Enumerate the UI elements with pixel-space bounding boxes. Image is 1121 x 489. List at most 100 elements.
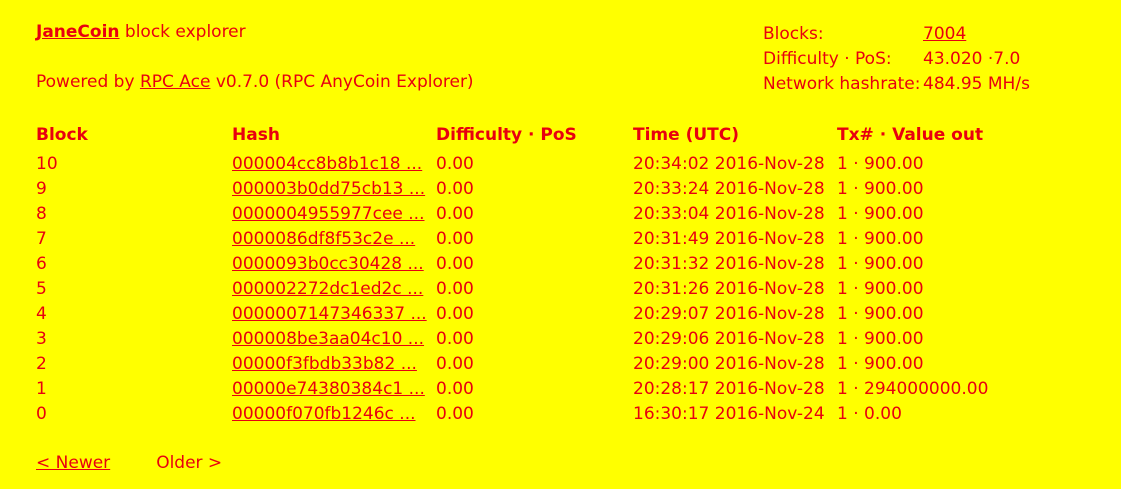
- block-time-cell: 20:31:32 2016-Nov-28: [633, 254, 825, 274]
- blocks-table-body: 10 000004cc8b8b1c18 ... 0.00 20:34:02 2016-…: [36, 152, 1037, 427]
- difficulty-value: 43.020 ·7.0: [923, 49, 1021, 69]
- block-hash-link[interactable]: 0000093b0cc30428 ...: [232, 254, 424, 274]
- block-number-cell: 0: [36, 404, 47, 424]
- block-hash-link[interactable]: 000008be3aa04c10 ...: [232, 329, 425, 349]
- block-hash-link[interactable]: 00000f3fbdb33b82 ...: [232, 354, 417, 374]
- blocks-count-link[interactable]: 7004: [923, 24, 967, 44]
- block-tx-value-cell: 1 · 900.00: [837, 254, 924, 274]
- col-header-block: Block: [36, 125, 88, 145]
- block-tx-value-cell: 1 · 900.00: [837, 154, 924, 174]
- block-hash-link-cell: 0000007147346337 ...: [232, 302, 436, 327]
- block-difficulty-cell: 0.00: [436, 404, 474, 424]
- table-row: 2 00000f3fbdb33b82 ... 0.00 20:29:00 2016-N…: [36, 352, 1037, 377]
- block-difficulty-cell: 0.00: [436, 229, 474, 249]
- block-number-cell: 10: [36, 154, 58, 174]
- rpc-ace-link[interactable]: RPC Ace: [139, 72, 211, 92]
- block-hash-link[interactable]: 000004cc8b8b1c18 ...: [232, 154, 423, 174]
- table-row: 0 00000f070fb1246c ... 0.00 16:30:17 2016-N…: [36, 402, 1037, 427]
- table-header-row: Block Hash Difficulty · PoS Time (UTC) T…: [36, 124, 1037, 152]
- powered-suffix: v0.7.0 (RPC AnyCoin Explorer): [210, 72, 474, 92]
- block-hash-link[interactable]: 0000086df8f53c2e ...: [232, 229, 416, 249]
- table-row: 4 0000007147346337 ... 0.00 20:29:07 2016-N…: [36, 302, 1037, 327]
- hashrate-label: Network hashrate:: [763, 74, 921, 94]
- block-tx-value-cell: 1 · 900.00: [837, 229, 924, 249]
- table-row: 8 0000004955977cee ... 0.00 20:33:04 2016-N…: [36, 202, 1037, 227]
- block-tx-value-cell: 1 · 900.00: [837, 179, 924, 199]
- block-difficulty-cell: 0.00: [436, 154, 474, 174]
- col-header-hash: Hash: [232, 125, 280, 145]
- table-row: 3 000008be3aa04c10 ... 0.00 20:29:06 2016-N…: [36, 327, 1037, 352]
- block-number-cell: 3: [36, 329, 47, 349]
- network-stats: Blocks: 7004 Difficulty · PoS: 43.020 ·7…: [763, 22, 1030, 97]
- block-difficulty-cell: 0.00: [436, 379, 474, 399]
- table-row: 1 00000e74380384c1 ... 0.00 20:28:17 2016-N…: [36, 377, 1037, 402]
- block-hash-link[interactable]: 0000004955977cee ...: [232, 204, 425, 224]
- block-difficulty-cell: 0.00: [436, 354, 474, 374]
- newer-link[interactable]: < Newer: [36, 453, 111, 473]
- block-number-cell: 8: [36, 204, 47, 224]
- blocks-table: Block Hash Difficulty · PoS Time (UTC) T…: [36, 124, 1037, 427]
- table-row: 6 0000093b0cc30428 ... 0.00 20:31:32 2016-N…: [36, 252, 1037, 277]
- block-hash-link[interactable]: 0000007147346337 ...: [232, 304, 427, 324]
- block-difficulty-cell: 0.00: [436, 329, 474, 349]
- block-number-cell: 1: [36, 379, 47, 399]
- block-difficulty-cell: 0.00: [436, 304, 474, 324]
- block-time-cell: 16:30:17 2016-Nov-24: [633, 404, 825, 424]
- block-hash-link-cell: 00000e74380384c1 ...: [232, 377, 436, 402]
- hashrate-value: 484.95 MH/s: [923, 74, 1030, 94]
- block-tx-value-cell: 1 · 0.00: [837, 404, 902, 424]
- block-difficulty-cell: 0.00: [436, 204, 474, 224]
- block-time-cell: 20:33:24 2016-Nov-28: [633, 179, 825, 199]
- block-number-cell: 9: [36, 179, 47, 199]
- table-row: 9 000003b0dd75cb13 ... 0.00 20:33:24 2016-N…: [36, 177, 1037, 202]
- block-tx-value-cell: 1 · 900.00: [837, 279, 924, 299]
- block-time-cell: 20:31:26 2016-Nov-28: [633, 279, 825, 299]
- block-time-cell: 20:34:02 2016-Nov-28: [633, 154, 825, 174]
- block-hash-link[interactable]: 000002272dc1ed2c ...: [232, 279, 424, 299]
- block-number-cell: 5: [36, 279, 47, 299]
- block-tx-value-cell: 1 · 900.00: [837, 204, 924, 224]
- stats-row-blocks: Blocks: 7004: [763, 22, 1030, 47]
- difficulty-label: Difficulty · PoS:: [763, 49, 892, 69]
- block-hash-link-cell: 0000004955977cee ...: [232, 202, 436, 227]
- home-link[interactable]: JaneCoin: [36, 22, 120, 42]
- block-time-cell: 20:29:07 2016-Nov-28: [633, 304, 825, 324]
- col-header-difficulty: Difficulty · PoS: [436, 125, 577, 145]
- block-number-cell: 7: [36, 229, 47, 249]
- block-time-cell: 20:31:49 2016-Nov-28: [633, 229, 825, 249]
- block-difficulty-cell: 0.00: [436, 279, 474, 299]
- table-row: 10 000004cc8b8b1c18 ... 0.00 20:34:02 2016-…: [36, 152, 1037, 177]
- stats-row-hashrate: Network hashrate: 484.95 MH/s: [763, 72, 1030, 97]
- block-time-cell: 20:29:06 2016-Nov-28: [633, 329, 825, 349]
- block-time-cell: 20:33:04 2016-Nov-28: [633, 204, 825, 224]
- block-hash-link-cell: 00000f3fbdb33b82 ...: [232, 352, 436, 377]
- blocks-label: Blocks:: [763, 24, 824, 44]
- col-header-tx: Tx# · Value out: [837, 125, 984, 145]
- site-title: JaneCoin block explorer: [36, 22, 246, 42]
- block-hash-link-cell: 00000f070fb1246c ...: [232, 402, 436, 427]
- block-hash-link[interactable]: 00000e74380384c1 ...: [232, 379, 425, 399]
- older-label: Older >: [156, 453, 223, 473]
- block-tx-value-cell: 1 · 294000000.00: [837, 379, 989, 399]
- pagination: < Newer Older >: [36, 453, 222, 473]
- block-time-cell: 20:29:00 2016-Nov-28: [633, 354, 825, 374]
- block-hash-link[interactable]: 000003b0dd75cb13 ...: [232, 179, 426, 199]
- block-hash-link-cell: 0000093b0cc30428 ...: [232, 252, 436, 277]
- site-title-suffix: block explorer: [119, 22, 246, 42]
- block-number-cell: 4: [36, 304, 47, 324]
- block-hash-link-cell: 000008be3aa04c10 ...: [232, 327, 436, 352]
- col-header-time: Time (UTC): [633, 125, 740, 145]
- table-row: 7 0000086df8f53c2e ... 0.00 20:31:49 2016-N…: [36, 227, 1037, 252]
- block-number-cell: 6: [36, 254, 47, 274]
- block-difficulty-cell: 0.00: [436, 254, 474, 274]
- block-hash-link-cell: 0000086df8f53c2e ...: [232, 227, 436, 252]
- block-number-cell: 2: [36, 354, 47, 374]
- stats-row-difficulty: Difficulty · PoS: 43.020 ·7.0: [763, 47, 1030, 72]
- block-hash-link[interactable]: 00000f070fb1246c ...: [232, 404, 416, 424]
- powered-by: Powered by RPC Ace v0.7.0 (RPC AnyCoin E…: [36, 72, 474, 92]
- block-time-cell: 20:28:17 2016-Nov-28: [633, 379, 825, 399]
- block-hash-link-cell: 000002272dc1ed2c ...: [232, 277, 436, 302]
- table-row: 5 000002272dc1ed2c ... 0.00 20:31:26 2016-N…: [36, 277, 1037, 302]
- block-tx-value-cell: 1 · 900.00: [837, 329, 924, 349]
- block-tx-value-cell: 1 · 900.00: [837, 304, 924, 324]
